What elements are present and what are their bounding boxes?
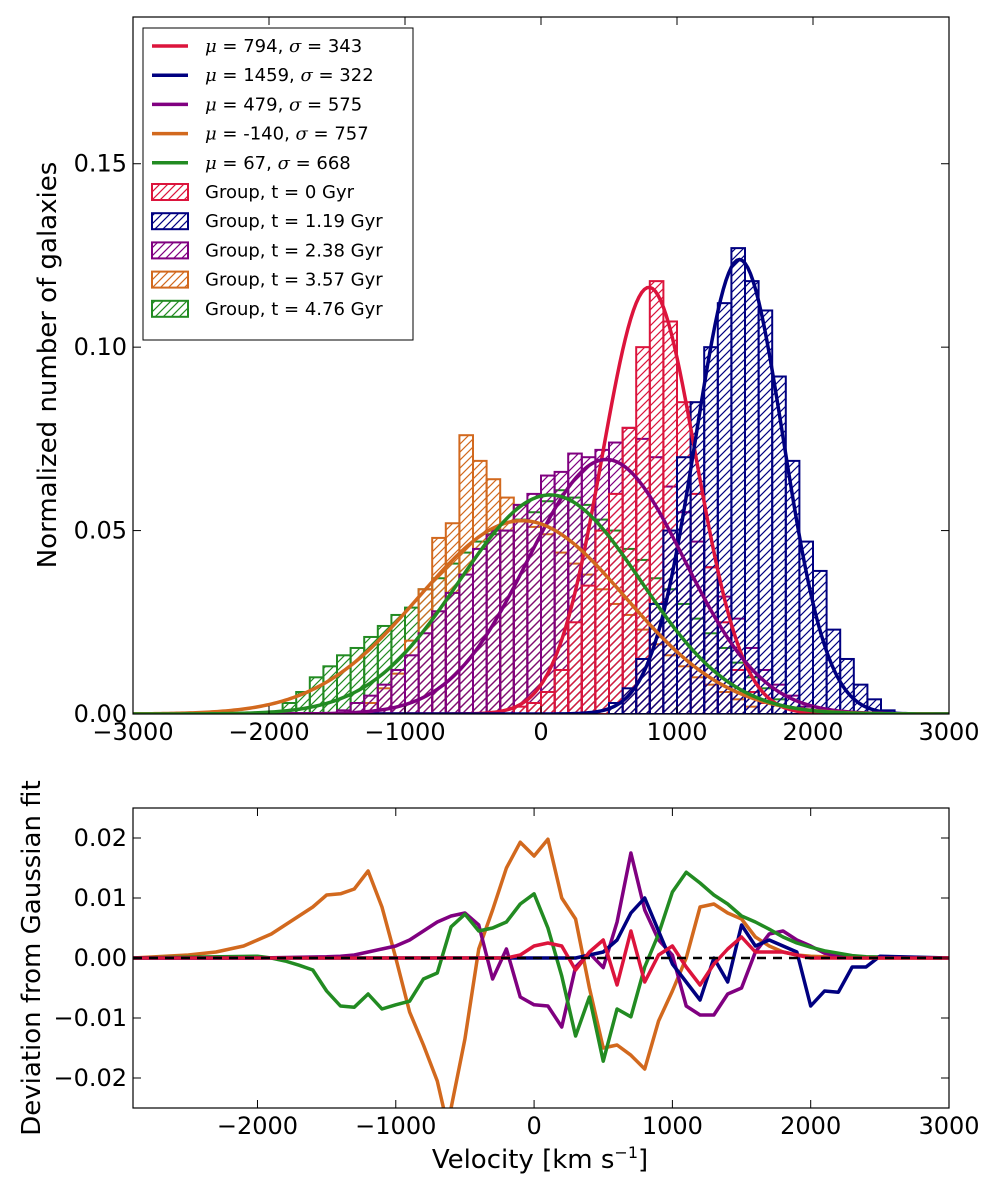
x-label-superscript: −1 [614, 1143, 638, 1162]
histogram-bar [431, 610, 447, 714]
histogram-bar [676, 456, 692, 714]
histogram-bar [580, 584, 597, 714]
histogram-bar [472, 547, 488, 714]
x-tick-label: 2000 [782, 718, 843, 746]
deviation-series-line [133, 929, 949, 987]
legend-label: μ = 67, σ = 668 [205, 153, 351, 174]
histogram-bar [553, 668, 570, 714]
legend-label: Group, t = 2.38 Gyr [205, 240, 383, 261]
histogram-bar [716, 302, 733, 714]
histogram-bar [336, 654, 352, 714]
deviation-series-line [133, 837, 949, 1108]
histogram-bar [526, 492, 543, 714]
x-tick-label: 3000 [918, 718, 979, 746]
legend-patch-swatch [151, 212, 189, 231]
legend-label: μ = 794, σ = 343 [205, 36, 362, 57]
x-tick-label: 0 [533, 718, 548, 746]
histogram-bar [757, 309, 774, 714]
x-tick-label: 1000 [642, 1112, 703, 1140]
bottom-y-axis-label: Deviation from Gaussian fit [17, 780, 47, 1136]
deviation-lines [133, 837, 949, 1108]
x-tick-label: 2000 [780, 1112, 841, 1140]
histogram-bar [417, 632, 434, 714]
legend-label: Group, t = 4.76 Gyr [205, 299, 383, 320]
histogram-bar [458, 573, 474, 714]
legend-label: μ = 479, σ = 575 [205, 94, 362, 115]
top-axis-ticks: −3000 −2000 −1000 0 1000 2000 3000 0.00 0.05 0.10… [74, 17, 980, 746]
histogram-bar [322, 665, 338, 714]
x-tick-label: 1000 [646, 718, 707, 746]
histogram-bar [540, 690, 556, 714]
legend-label: Group, t = 3.57 Gyr [205, 270, 383, 291]
bottom-x-axis-label: Velocity [km s−1] [432, 1143, 648, 1175]
histogram-bar [744, 280, 760, 714]
histogram-bar [499, 529, 515, 714]
legend-label: μ = 1459, σ = 322 [205, 65, 374, 86]
legend-label: μ = -140, σ = 757 [205, 124, 369, 145]
deviation-series-line [133, 896, 949, 1008]
x-tick-label: −1000 [364, 718, 445, 746]
legend-label: Group, t = 1.19 Gyr [205, 211, 383, 232]
y-tick-label: −0.01 [53, 1004, 127, 1032]
bottom-panel: −2000 −1000 0 1000 2000 3000 −0.02 −0.01 0.00 0.0… [17, 780, 980, 1175]
histogram-bar [444, 591, 461, 714]
deviation-series-line [133, 870, 949, 1063]
y-tick-label: 0.05 [74, 517, 127, 545]
x-label-tail: ] [638, 1145, 648, 1175]
y-tick-label: 0.15 [74, 150, 127, 178]
legend-label: Group, t = 0 Gyr [205, 182, 355, 203]
bottom-axis-ticks: −2000 −1000 0 1000 2000 3000 −0.02 −0.01 0.00 0.0… [53, 808, 980, 1140]
histogram-bar [608, 492, 624, 714]
legend-patch-swatch [151, 299, 189, 318]
x-tick-label: −2000 [217, 1112, 298, 1140]
x-tick-label: −3000 [92, 718, 173, 746]
y-tick-label: 0.01 [74, 884, 127, 912]
legend-items: μ = 794, σ = 343 μ = 1459, σ = 322 μ = 479… [151, 36, 383, 320]
y-tick-label: 0.00 [74, 944, 127, 972]
histogram-bars [281, 247, 896, 714]
histogram-bar [771, 375, 787, 714]
legend-patch-swatch [151, 241, 189, 260]
legend: μ = 794, σ = 343 μ = 1459, σ = 322 μ = 479… [142, 27, 414, 341]
x-tick-label: 0 [526, 1112, 541, 1140]
top-y-axis-label: Normalized number of galaxies [33, 162, 63, 569]
x-tick-label: −1000 [355, 1112, 436, 1140]
top-panel: −3000 −2000 −1000 0 1000 2000 3000 0.00 0.05 0.10… [33, 16, 980, 746]
legend-patch-swatch [151, 183, 189, 201]
legend-patch-swatch [151, 270, 189, 289]
y-tick-label: 0.00 [74, 700, 127, 728]
histogram-bar [512, 503, 529, 714]
histogram-bar [567, 621, 583, 714]
histogram-bar [594, 529, 611, 714]
y-tick-label: −0.02 [53, 1064, 127, 1092]
x-tick-label: −2000 [228, 718, 309, 746]
y-tick-label: 0.02 [74, 824, 127, 852]
y-tick-label: 0.10 [74, 333, 127, 361]
x-label-main: Velocity [km s [432, 1145, 615, 1175]
x-tick-label: 3000 [918, 1112, 979, 1140]
